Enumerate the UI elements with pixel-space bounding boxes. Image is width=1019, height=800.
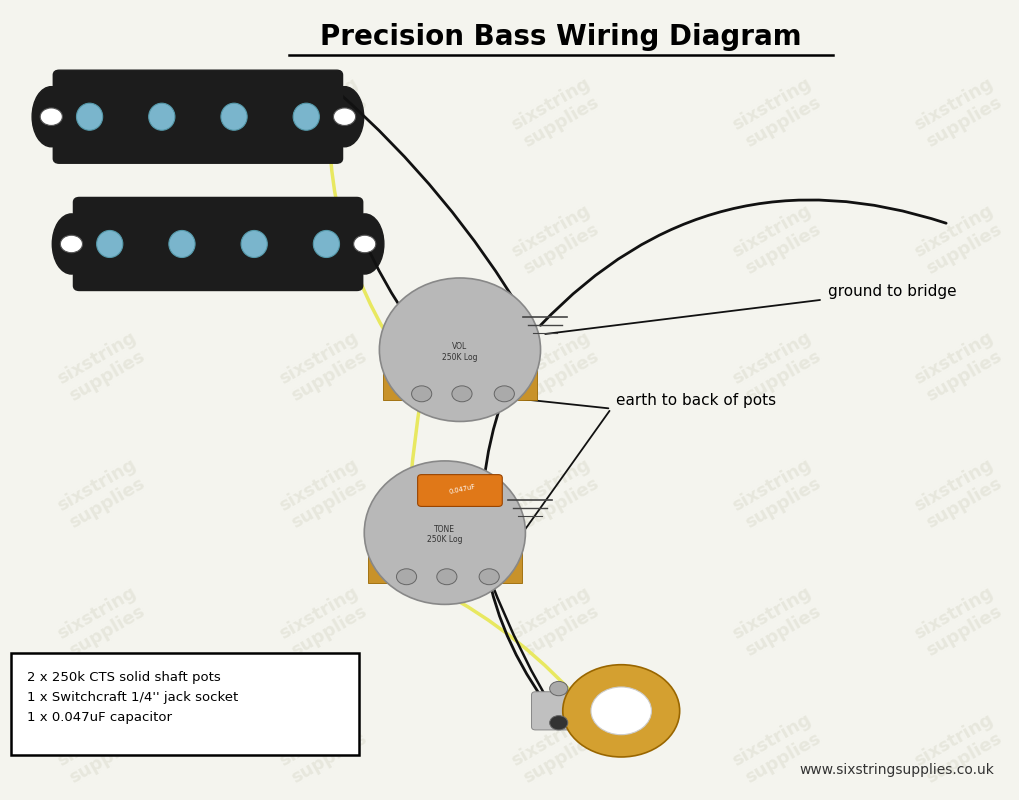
FancyBboxPatch shape [368,545,522,583]
FancyBboxPatch shape [73,198,363,290]
Text: 2 x 250k CTS solid shaft pots
1 x Switchcraft 1/4'' jack socket
1 x 0.047uF capa: 2 x 250k CTS solid shaft pots 1 x Switch… [26,671,237,724]
Text: VOL
250K Log: VOL 250K Log [442,342,478,362]
Text: sixstring
supplies: sixstring supplies [276,74,372,151]
FancyBboxPatch shape [532,692,590,730]
Text: TONE
250K Log: TONE 250K Log [427,525,463,545]
Circle shape [562,665,680,757]
Ellipse shape [242,230,267,258]
Text: sixstring
supplies: sixstring supplies [276,201,372,279]
Text: sixstring
supplies: sixstring supplies [54,456,150,534]
Text: sixstring
supplies: sixstring supplies [276,583,372,661]
Circle shape [437,569,457,585]
Ellipse shape [149,103,175,130]
Text: sixstring
supplies: sixstring supplies [507,329,603,406]
Circle shape [494,386,515,402]
Ellipse shape [345,214,384,274]
Text: www.sixstringsupplies.co.uk: www.sixstringsupplies.co.uk [799,763,995,777]
Text: Precision Bass Wiring Diagram: Precision Bass Wiring Diagram [320,23,802,51]
Ellipse shape [325,86,364,146]
Text: ground to bridge: ground to bridge [827,284,957,299]
Ellipse shape [33,86,70,146]
FancyBboxPatch shape [383,362,537,400]
Ellipse shape [364,461,526,604]
Text: 0.047uF: 0.047uF [448,483,476,494]
Circle shape [396,569,417,585]
Text: sixstring
supplies: sixstring supplies [507,456,603,534]
Text: sixstring
supplies: sixstring supplies [54,329,150,406]
Text: sixstring
supplies: sixstring supplies [730,329,825,406]
Ellipse shape [97,230,123,258]
Text: sixstring
supplies: sixstring supplies [730,74,825,151]
Text: sixstring
supplies: sixstring supplies [730,710,825,788]
Ellipse shape [76,103,103,130]
Text: sixstring
supplies: sixstring supplies [730,583,825,661]
FancyBboxPatch shape [53,70,342,163]
Ellipse shape [293,103,319,130]
Circle shape [479,569,499,585]
Text: sixstring
supplies: sixstring supplies [54,710,150,788]
Circle shape [451,386,472,402]
Text: sixstring
supplies: sixstring supplies [730,456,825,534]
Circle shape [40,108,62,126]
Text: sixstring
supplies: sixstring supplies [54,583,150,661]
Text: sixstring
supplies: sixstring supplies [911,710,1007,788]
Text: earth to back of pots: earth to back of pots [616,393,776,408]
Text: sixstring
supplies: sixstring supplies [911,456,1007,534]
Circle shape [549,682,568,696]
Circle shape [591,687,651,734]
Text: sixstring
supplies: sixstring supplies [54,74,150,151]
Text: sixstring
supplies: sixstring supplies [730,201,825,279]
Text: sixstring
supplies: sixstring supplies [911,583,1007,661]
Text: sixstring
supplies: sixstring supplies [507,583,603,661]
Text: sixstring
supplies: sixstring supplies [911,329,1007,406]
Circle shape [60,235,83,253]
Ellipse shape [379,278,540,422]
Text: sixstring
supplies: sixstring supplies [507,710,603,788]
Text: sixstring
supplies: sixstring supplies [507,201,603,279]
Text: sixstring
supplies: sixstring supplies [911,201,1007,279]
FancyBboxPatch shape [418,474,502,506]
Text: sixstring
supplies: sixstring supplies [54,201,150,279]
Text: sixstring
supplies: sixstring supplies [276,456,372,534]
Ellipse shape [52,214,91,274]
FancyBboxPatch shape [11,653,359,754]
Text: sixstring
supplies: sixstring supplies [276,329,372,406]
Text: sixstring
supplies: sixstring supplies [911,74,1007,151]
Circle shape [333,108,356,126]
Circle shape [549,716,568,730]
Text: sixstring
supplies: sixstring supplies [507,74,603,151]
Ellipse shape [313,230,339,258]
Text: sixstring
supplies: sixstring supplies [276,710,372,788]
Circle shape [354,235,376,253]
Ellipse shape [169,230,195,258]
Circle shape [412,386,432,402]
Ellipse shape [221,103,248,130]
